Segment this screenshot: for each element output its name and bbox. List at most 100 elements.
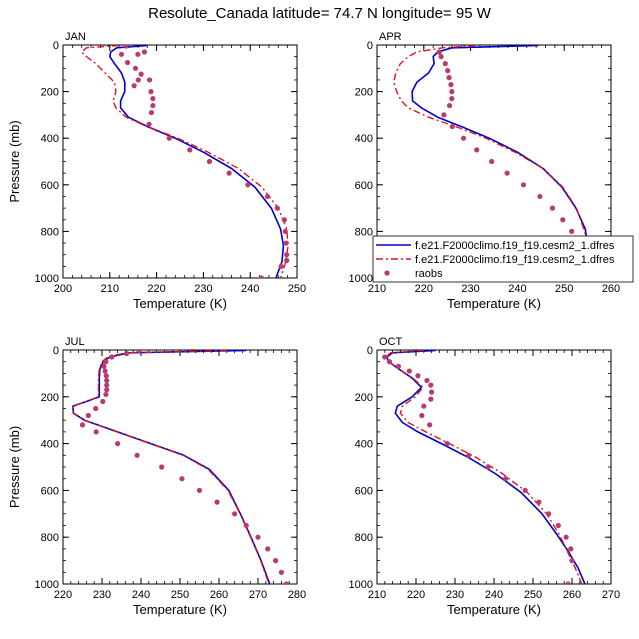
panel-apr: APR 210 220 230 240 250 260 0 200 400 600 800 1000 Te…: [349, 31, 634, 311]
jan-y-tick-label: 600: [41, 180, 59, 192]
jan-raobs-point: [284, 252, 290, 258]
jul-series-line-dashed: [72, 350, 270, 584]
apr-raobs-point: [438, 54, 444, 60]
jan-raobs-point: [274, 205, 280, 211]
oct-raobs-point: [485, 464, 491, 470]
jan-raobs-point: [132, 65, 139, 71]
oct-raobs-point: [386, 359, 393, 365]
oct-raobs-point: [565, 581, 571, 584]
jul-raobs-point: [123, 350, 130, 357]
jan-raobs-point: [283, 240, 289, 246]
jul-raobs-point: [283, 581, 290, 584]
apr-y-tick-label: 200: [355, 87, 373, 99]
apr-legend-entry: f.e21.F2000climo.f19_f19.cesm2_1.dfres: [415, 254, 615, 266]
apr-raobs-point: [448, 82, 454, 88]
jul-raobs-point: [101, 363, 107, 369]
apr-raobs-point: [569, 228, 575, 234]
jul-raobs-point: [104, 387, 110, 393]
apr-raobs-point: [446, 75, 452, 81]
jul-y-tick-label: 400: [41, 439, 59, 451]
jul-raobs-point: [232, 511, 238, 517]
jan-raobs-point: [135, 77, 141, 83]
jul-raobs-point: [243, 522, 249, 529]
jul-raobs-point: [103, 359, 109, 365]
figure-title: Resolute_Canada latitude= 74.7 N longitu…: [148, 5, 492, 22]
jul-panel-label: JUL: [65, 336, 85, 348]
apr-legend-entry: f.e21.F2000climo.f19_f19.cesm2_1.dfres: [415, 240, 615, 252]
oct-raobs-point: [406, 368, 412, 374]
apr-y-tick-label: 0: [367, 40, 373, 52]
jul-raobs-point: [159, 464, 165, 470]
apr-x-tick-label: 210: [368, 283, 386, 295]
jan-x-tick-label: 250: [288, 283, 306, 295]
jul-x-tick-label: 270: [249, 589, 267, 601]
panel-jul: JUL 220 230 240 250 260 270 280 0 200 400 600 800 100…: [7, 336, 306, 617]
jan-raobs-point: [245, 182, 251, 188]
oct-raobs-point: [421, 403, 427, 409]
jan-raobs-point: [146, 121, 152, 127]
apr-raobs-point: [449, 123, 455, 130]
jan-raobs-point: [187, 147, 193, 153]
apr-legend-entry: raobs: [415, 268, 443, 280]
oct-y-tick-label: 600: [355, 485, 373, 497]
jan-y-tick-label: 200: [41, 87, 59, 99]
oct-y-tick-label: 0: [367, 345, 373, 357]
jul-data: [72, 350, 290, 584]
oct-y-tick-label: 1000: [349, 579, 373, 591]
oct-y-tick-label: 800: [355, 532, 373, 544]
oct-raobs-point: [444, 441, 450, 447]
oct-raobs-point: [427, 422, 433, 428]
jan-raobs-point: [278, 263, 284, 269]
jan-x-tick-label: 200: [54, 283, 72, 295]
apr-x-tick-label: 250: [555, 283, 573, 295]
jan-y-tick-label: 400: [41, 133, 59, 145]
jan-series-line-dashed: [80, 45, 289, 278]
jan-raobs-point: [166, 135, 172, 141]
apr-raobs-point: [460, 135, 467, 141]
oct-raobs-point: [382, 354, 388, 360]
jan-raobs-point: [281, 217, 287, 223]
jan-panel-label: JAN: [65, 31, 86, 43]
jan-y-tick-label: 800: [41, 226, 59, 238]
jul-x-tick-label: 260: [210, 589, 228, 601]
jul-x-tick-label: 250: [171, 589, 189, 601]
oct-y-tick-label: 400: [355, 439, 373, 451]
jul-raobs-point: [272, 558, 279, 564]
apr-series-line-dashed: [393, 45, 592, 278]
oct-raobs-point: [424, 377, 430, 384]
apr-legend: f.e21.F2000climo.f19_f19.cesm2_1.dfres f.…: [372, 235, 634, 283]
jul-raobs-point: [103, 373, 109, 379]
jul-raobs-point: [196, 487, 203, 493]
jan-raobs-point: [150, 95, 156, 102]
apr-y-tick-label: 800: [355, 226, 373, 238]
jan-raobs-point: [206, 158, 213, 165]
oct-raobs-point: [428, 382, 434, 388]
apr-y-tick-label: 400: [355, 133, 373, 145]
oct-x-tick-label: 270: [602, 589, 620, 601]
jul-raobs-point: [102, 368, 108, 374]
apr-x-axis-label: Temperature (K): [447, 296, 541, 311]
jan-raobs-point: [150, 102, 156, 109]
jan-raobs-point: [264, 193, 271, 200]
oct-series-line-dashed: [385, 350, 583, 584]
apr-raobs-point: [489, 158, 495, 165]
jan-raobs-point: [138, 71, 144, 77]
jul-raobs-point: [93, 405, 99, 412]
jul-raobs-point: [278, 569, 284, 575]
apr-x-tick-label: 260: [602, 283, 620, 295]
apr-x-tick-label: 220: [415, 283, 433, 295]
oct-x-tick-label: 240: [485, 589, 503, 601]
jan-series-line-solid: [109, 45, 285, 278]
jul-x-tick-label: 230: [93, 589, 111, 601]
jul-raobs-point: [93, 429, 99, 435]
oct-raobs-point: [503, 476, 509, 482]
apr-y-tick-label: 1000: [349, 273, 373, 285]
jul-raobs-point: [109, 354, 115, 360]
oct-raobs-point: [419, 412, 425, 419]
panels: JAN 200 210 220 230 240 250 0 200 400 600 800 1000 Te…: [7, 31, 634, 617]
apr-raobs-point: [449, 89, 455, 95]
oct-raobs-point: [522, 487, 528, 493]
apr-raobs-point: [549, 205, 556, 211]
apr-y-tick-label: 600: [355, 180, 373, 192]
apr-raobs-point: [446, 102, 453, 109]
